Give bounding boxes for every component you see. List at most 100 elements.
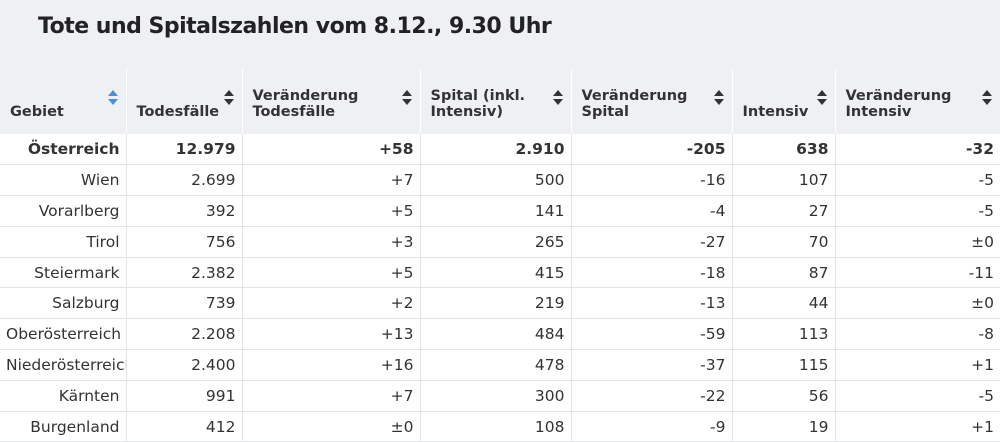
table-cell-veraenderung-spital: -18 <box>571 257 733 289</box>
column-header-label: Spital (inkl. Intensiv) <box>430 88 526 120</box>
table-cell-gebiet: Burgenland <box>0 411 127 442</box>
table-cell-veraenderung-spital: -22 <box>571 380 733 412</box>
table-cell-veraenderung-spital: -9 <box>571 411 733 442</box>
column-header-intensiv[interactable]: Intensiv <box>732 68 836 134</box>
sort-arrows-icon[interactable] <box>981 90 992 106</box>
data-table: Gebiet Todesfälle Veränderung Todesfälle Sp… <box>0 68 1000 442</box>
table-cell-veraenderung-todesfaelle: +16 <box>242 349 421 381</box>
header-row: Gebiet Todesfälle Veränderung Todesfälle Sp… <box>0 68 1000 134</box>
table-cell-veraenderung-intensiv: ±0 <box>835 226 1000 258</box>
table-cell-gebiet: Salzburg <box>0 287 127 320</box>
table-cell-veraenderung-todesfaelle: +7 <box>242 380 421 412</box>
column-header-label: Gebiet <box>10 104 64 120</box>
table-row: Burgenland 412 ±0 108 -9 19 +1 <box>0 411 1000 442</box>
table-cell-veraenderung-spital: -205 <box>571 134 733 166</box>
table-cell-todesfaelle: 756 <box>126 226 243 258</box>
table-cell-intensiv: 107 <box>732 164 836 197</box>
table-cell-veraenderung-intensiv: +1 <box>835 411 1000 442</box>
table-cell-veraenderung-todesfaelle: +5 <box>242 195 421 227</box>
title-bar: Tote und Spitalszahlen vom 8.12., 9.30 U… <box>0 0 1000 68</box>
table-cell-intensiv: 44 <box>732 287 836 320</box>
table-cell-veraenderung-intensiv: -5 <box>835 380 1000 412</box>
table-cell-veraenderung-spital: -13 <box>571 287 733 320</box>
column-header-veraenderung-intensiv[interactable]: Veränderung Intensiv <box>835 68 1000 134</box>
table-cell-spital: 219 <box>420 287 572 320</box>
column-header-label: Veränderung Todesfälle <box>252 88 359 120</box>
table-cell-gebiet: Tirol <box>0 226 127 258</box>
table-cell-veraenderung-spital: -27 <box>571 226 733 258</box>
table-cell-todesfaelle: 739 <box>126 287 243 320</box>
table-row: Steiermark 2.382 +5 415 -18 87 -11 <box>0 257 1000 289</box>
table-cell-veraenderung-intensiv: -32 <box>835 134 1000 166</box>
table-cell-veraenderung-todesfaelle: +3 <box>242 226 421 258</box>
table-cell-spital: 484 <box>420 318 572 351</box>
column-header-label: Todesfälle <box>136 104 220 120</box>
table-cell-veraenderung-todesfaelle: +13 <box>242 318 421 351</box>
table-row: Salzburg 739 +2 219 -13 44 ±0 <box>0 287 1000 320</box>
table-cell-gebiet: Wien <box>0 164 127 197</box>
table-cell-spital: 478 <box>420 349 572 381</box>
page-title: Tote und Spitalszahlen vom 8.12., 9.30 U… <box>38 14 552 39</box>
table-cell-spital: 415 <box>420 257 572 289</box>
table-cell-veraenderung-intensiv: ±0 <box>835 287 1000 320</box>
table-cell-spital: 108 <box>420 411 572 442</box>
column-header-label: Veränderung Intensiv <box>845 88 952 120</box>
table-cell-todesfaelle: 2.699 <box>126 164 243 197</box>
table-cell-todesfaelle: 991 <box>126 380 243 412</box>
table-row: Kärnten 991 +7 300 -22 56 -5 <box>0 380 1000 412</box>
table-cell-veraenderung-spital: -59 <box>571 318 733 351</box>
table-cell-veraenderung-todesfaelle: ±0 <box>242 411 421 442</box>
sort-arrows-icon[interactable] <box>713 90 724 106</box>
table-row: Niederösterreich 2.400 +16 478 -37 115 +1 <box>0 349 1000 381</box>
table-cell-todesfaelle: 2.382 <box>126 257 243 289</box>
table-cell-spital: 300 <box>420 380 572 412</box>
table-cell-todesfaelle: 12.979 <box>126 134 243 166</box>
table-cell-intensiv: 27 <box>732 195 836 227</box>
table-header: Gebiet Todesfälle Veränderung Todesfälle Sp… <box>0 68 1000 134</box>
table-cell-veraenderung-todesfaelle: +2 <box>242 287 421 320</box>
sort-arrows-icon[interactable] <box>552 90 563 106</box>
table-cell-veraenderung-todesfaelle: +7 <box>242 164 421 197</box>
table-row: Oberösterreich 2.208 +13 484 -59 113 -8 <box>0 318 1000 351</box>
table-cell-todesfaelle: 392 <box>126 195 243 227</box>
table-cell-spital: 141 <box>420 195 572 227</box>
table-cell-todesfaelle: 2.208 <box>126 318 243 351</box>
column-header-todesfaelle[interactable]: Todesfälle <box>126 68 243 134</box>
table-cell-intensiv: 113 <box>732 318 836 351</box>
column-header-veraenderung-spital[interactable]: Veränderung Spital <box>571 68 733 134</box>
column-header-spital[interactable]: Spital (inkl. Intensiv) <box>420 68 572 134</box>
table-cell-veraenderung-spital: -16 <box>571 164 733 197</box>
table-cell-veraenderung-todesfaelle: +5 <box>242 257 421 289</box>
sort-arrows-icon[interactable] <box>816 90 827 106</box>
table-cell-intensiv: 638 <box>732 134 836 166</box>
table-cell-gebiet: Vorarlberg <box>0 195 127 227</box>
table-cell-todesfaelle: 2.400 <box>126 349 243 381</box>
table-cell-gebiet: Niederösterreich <box>0 349 127 381</box>
sort-arrows-icon[interactable] <box>401 90 412 106</box>
table-row: Vorarlberg 392 +5 141 -4 27 -5 <box>0 195 1000 227</box>
table-cell-veraenderung-intensiv: -11 <box>835 257 1000 289</box>
table-cell-gebiet: Österreich <box>0 134 127 166</box>
table-cell-veraenderung-todesfaelle: +58 <box>242 134 421 166</box>
table-cell-gebiet: Steiermark <box>0 257 127 289</box>
table-cell-todesfaelle: 412 <box>126 411 243 442</box>
table-cell-intensiv: 87 <box>732 257 836 289</box>
table-cell-spital: 2.910 <box>420 134 572 166</box>
table-cell-veraenderung-intensiv: -8 <box>835 318 1000 351</box>
table-cell-spital: 500 <box>420 164 572 197</box>
table-cell-veraenderung-intensiv: -5 <box>835 195 1000 227</box>
table-cell-intensiv: 115 <box>732 349 836 381</box>
sort-arrows-icon[interactable] <box>223 90 234 106</box>
sort-arrows-icon[interactable] <box>107 90 118 106</box>
table-cell-gebiet: Kärnten <box>0 380 127 412</box>
table-row: Österreich 12.979 +58 2.910 -205 638 -32 <box>0 134 1000 166</box>
table-cell-veraenderung-spital: -37 <box>571 349 733 381</box>
table-cell-veraenderung-intensiv: -5 <box>835 164 1000 197</box>
column-header-veraenderung-todesfaelle[interactable]: Veränderung Todesfälle <box>242 68 421 134</box>
column-header-label: Veränderung Spital <box>581 88 688 120</box>
table-cell-spital: 265 <box>420 226 572 258</box>
table-cell-veraenderung-intensiv: +1 <box>835 349 1000 381</box>
table-cell-intensiv: 56 <box>732 380 836 412</box>
table-body: Österreich 12.979 +58 2.910 -205 638 -32 Wien 2.… <box>0 134 1000 442</box>
column-header-gebiet[interactable]: Gebiet <box>0 68 127 134</box>
